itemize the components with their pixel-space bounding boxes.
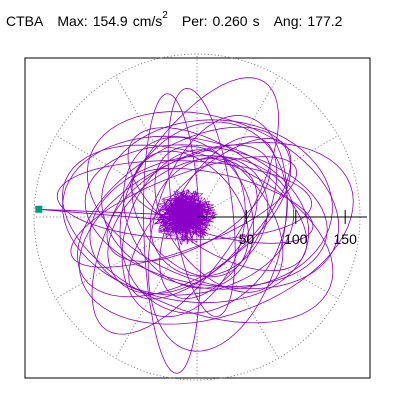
orbit-loop bbox=[143, 93, 202, 374]
max-label: Max: bbox=[57, 13, 88, 29]
orbit-loop bbox=[89, 155, 295, 296]
max-value: 154.9 bbox=[92, 13, 128, 29]
orbit-loop bbox=[70, 156, 298, 268]
radial-tick-label: 150 bbox=[334, 231, 358, 247]
orbit-loop bbox=[119, 121, 288, 314]
radial-axis bbox=[197, 210, 367, 224]
orbit-core bbox=[153, 188, 218, 246]
radial-tick-labels: 50 100 150 bbox=[239, 231, 357, 247]
per-unit: s bbox=[252, 13, 260, 29]
orbit-loop bbox=[121, 149, 246, 318]
orbit-loop bbox=[130, 167, 314, 244]
orbit-loop bbox=[128, 137, 292, 300]
max-unit-exponent: 2 bbox=[162, 10, 168, 21]
orbit-trace bbox=[38, 77, 354, 374]
orbit-loop bbox=[62, 135, 310, 304]
orbit-loop bbox=[154, 145, 284, 293]
max-unit: cm/s bbox=[132, 13, 163, 29]
peak-marker-group bbox=[35, 205, 43, 213]
chart-header: CTBA Max: 154.9 cm/s2 Per: 0.260 s Ang: 177.2 bbox=[6, 10, 343, 29]
per-label: Per: bbox=[181, 13, 208, 29]
orbit-loop bbox=[149, 156, 269, 277]
orbit-loop bbox=[101, 119, 333, 290]
peak-marker bbox=[35, 205, 43, 213]
ang-label: Ang: bbox=[273, 13, 303, 29]
orbit-loop bbox=[86, 111, 340, 290]
per-value: 0.260 bbox=[212, 13, 248, 29]
orbit-loop bbox=[167, 88, 236, 317]
ang-value: 177.2 bbox=[307, 13, 343, 29]
radial-tick-label: 100 bbox=[284, 231, 308, 247]
orbit-loop bbox=[106, 144, 271, 262]
orbit-loop bbox=[91, 77, 280, 335]
station-code: CTBA bbox=[6, 13, 44, 29]
orbit-loop bbox=[107, 158, 258, 295]
orbit-loop bbox=[122, 136, 255, 289]
orbit-loop bbox=[77, 126, 291, 298]
orbit-loop bbox=[127, 127, 308, 272]
radial-tick-label: 50 bbox=[239, 231, 255, 247]
